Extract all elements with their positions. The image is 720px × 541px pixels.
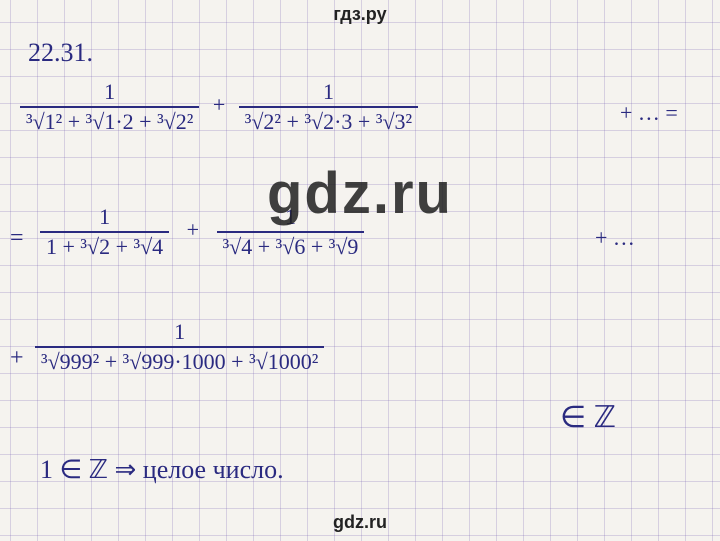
frac-2-den: ³√2² + ³√2·3 + ³√3² bbox=[239, 108, 418, 134]
plus-1: + bbox=[205, 92, 233, 117]
frac-5-den: ³√999² + ³√999·1000 + ³√1000² bbox=[35, 348, 324, 374]
expr-line-3: 1 ³√999² + ³√999·1000 + ³√1000² bbox=[35, 320, 324, 374]
line2-tail: + … bbox=[595, 225, 635, 251]
frac-1-num: 1 bbox=[20, 80, 199, 108]
frac-1-den: ³√1² + ³√1·2 + ³√2² bbox=[20, 108, 199, 134]
frac-2-num: 1 bbox=[239, 80, 418, 108]
eq-sign-2: = bbox=[10, 225, 24, 252]
frac-4-den: ³√4 + ³√6 + ³√9 bbox=[217, 233, 365, 259]
frac-1: 1 ³√1² + ³√1·2 + ³√2² bbox=[20, 80, 199, 134]
plus-3: + bbox=[10, 345, 24, 372]
line3-tail: ∈ ℤ bbox=[560, 400, 616, 435]
site-header: гдз.ру bbox=[0, 4, 720, 25]
conclusion-line: 1 ∈ ℤ ⇒ целое число. bbox=[40, 455, 284, 485]
site-footer: gdz.ru bbox=[0, 512, 720, 533]
frac-2: 1 ³√2² + ³√2·3 + ³√3² bbox=[239, 80, 418, 134]
frac-5-num: 1 bbox=[35, 320, 324, 348]
expr-line-1: 1 ³√1² + ³√1·2 + ³√2² + 1 ³√2² + ³√2·3 +… bbox=[20, 80, 418, 134]
frac-3-den: 1 + ³√2 + ³√4 bbox=[40, 233, 169, 259]
problem-number: 22.31. bbox=[28, 38, 93, 68]
watermark: gdz.ru bbox=[0, 160, 720, 227]
frac-5: 1 ³√999² + ³√999·1000 + ³√1000² bbox=[35, 320, 324, 374]
line1-tail: + … = bbox=[620, 100, 678, 126]
